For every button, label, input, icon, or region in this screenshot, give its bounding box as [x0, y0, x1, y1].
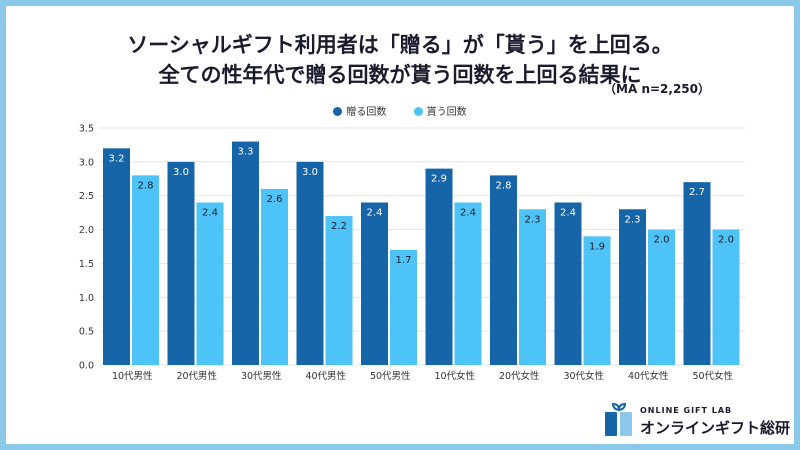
- data-label: 3.0: [173, 167, 189, 178]
- x-tick-label: 40代女性: [628, 370, 669, 382]
- data-label: 3.3: [238, 147, 254, 158]
- bar: [232, 141, 259, 365]
- bar: [132, 175, 159, 365]
- y-tick-label: 3.0: [79, 157, 94, 168]
- y-tick-label: 0.0: [79, 361, 94, 372]
- data-label: 2.9: [431, 174, 447, 185]
- x-tick-label: 40代男性: [305, 370, 346, 382]
- bar: [712, 229, 740, 365]
- y-tick-label: 0.5: [79, 327, 94, 338]
- data-label: 2.6: [267, 194, 283, 205]
- bar: [454, 202, 482, 365]
- x-tick-label: 30代女性: [563, 370, 604, 382]
- data-label: 2.7: [689, 187, 705, 198]
- bar: [390, 249, 417, 365]
- legend-item-receive: 貰う回数: [413, 107, 467, 118]
- sample-note: （MA n=2,250）: [604, 82, 710, 96]
- bar: [490, 175, 517, 365]
- data-label: 1.7: [396, 255, 412, 266]
- chart-title: ソーシャルギフト利用者は「贈る」が「貰う」を上回る。: [127, 33, 673, 57]
- data-label: 2.3: [525, 214, 541, 225]
- data-label: 3.0: [302, 167, 318, 178]
- legend-swatch-give: [333, 107, 343, 116]
- y-tick-label: 3.5: [79, 124, 94, 135]
- chart-subtitle: 全ての性年代で贈る回数が貰う回数を上回る結果に: [158, 63, 642, 87]
- data-label: 2.4: [460, 207, 476, 218]
- bar: [196, 202, 224, 365]
- x-tick-label: 50代女性: [692, 370, 733, 382]
- data-label: 2.8: [496, 180, 512, 191]
- data-label: 2.4: [202, 207, 218, 218]
- data-label: 2.2: [331, 221, 347, 232]
- bar: [261, 188, 288, 365]
- legend-swatch-receive: [413, 107, 423, 116]
- logo-text-en: ONLINE GIFT LAB: [640, 406, 733, 415]
- gift-box-logo-icon: [605, 402, 632, 436]
- x-tick-label: 20代男性: [176, 370, 217, 382]
- bar: [619, 209, 646, 365]
- legend: 贈る回数 貰う回数: [0, 103, 800, 118]
- x-tick-label: 50代男性: [370, 370, 411, 382]
- data-label: 2.8: [138, 180, 154, 191]
- legend-label-receive: 貰う回数: [426, 107, 467, 118]
- data-label: 3.2: [109, 153, 125, 164]
- x-tick-label: 30代男性: [241, 370, 282, 382]
- bar: [325, 216, 353, 365]
- bar: [296, 161, 324, 365]
- data-label: 2.4: [367, 207, 383, 218]
- data-label: 1.9: [589, 241, 605, 252]
- data-label: 2.4: [560, 207, 576, 218]
- y-tick-label: 2.5: [79, 191, 94, 202]
- data-label: 2.3: [625, 214, 641, 225]
- bar: [683, 182, 711, 365]
- bar: [425, 168, 453, 365]
- bar: [519, 209, 546, 365]
- bar: [167, 161, 195, 365]
- bar: [554, 202, 582, 365]
- bar: [583, 236, 611, 365]
- x-tick-label: 20代女性: [499, 370, 540, 382]
- legend-label-give: 贈る回数: [346, 107, 387, 118]
- bar: [361, 202, 388, 365]
- data-label: 2.0: [718, 235, 734, 246]
- x-tick-label: 10代男性: [112, 370, 153, 382]
- legend-item-give: 贈る回数: [333, 107, 386, 118]
- y-tick-label: 2.0: [79, 225, 94, 236]
- y-tick-label: 1.0: [79, 293, 94, 304]
- logo-text-jp: オンラインギフト総研: [640, 419, 791, 437]
- bar: [103, 148, 130, 365]
- data-label: 2.0: [654, 235, 670, 246]
- x-tick-label: 10代女性: [434, 370, 475, 382]
- y-tick-label: 1.5: [79, 259, 94, 270]
- bar: [648, 229, 675, 365]
